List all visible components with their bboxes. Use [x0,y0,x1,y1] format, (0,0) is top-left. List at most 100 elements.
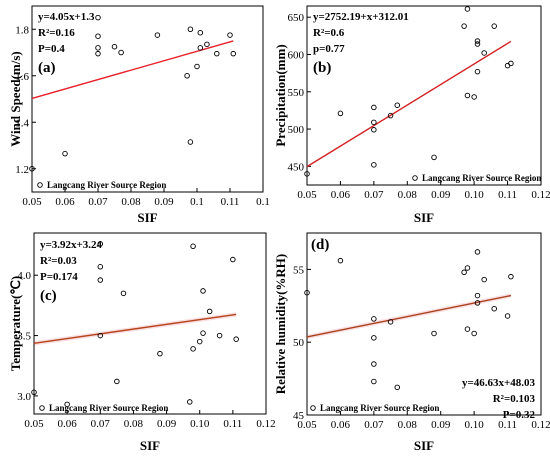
x-tick-label: 0.08 [398,189,418,201]
y-tick-label: 500 [288,124,305,136]
data-point [481,276,487,283]
y-axis-title: Relative humidity(%RH) [273,254,288,394]
panel-label: (c) [40,288,57,304]
x-axis-title: SIF [137,210,157,225]
data-point [471,94,477,100]
data-point [371,162,377,168]
data-point [64,401,70,408]
data-point [95,33,101,39]
p-value-label: p=0.77 [313,43,345,55]
legend-marker [310,405,316,411]
legend-marker [39,405,45,411]
trend-line [31,40,234,100]
data-point [481,50,487,56]
y-tick-label: 1.4 [15,117,29,129]
data-point [474,38,481,44]
trend-line [306,40,512,168]
x-tick-label: 0.12 [256,418,275,430]
y-axis-title: Temperature(℃) [8,276,23,371]
y-tick-label: 600 [288,49,305,61]
data-point [114,378,120,385]
x-tick-label: 0.05 [297,189,317,201]
data-point [464,92,471,99]
data-point [97,264,104,270]
r-squared-label: R²=0.103 [493,393,536,405]
x-tick-label: 0.10 [465,189,485,201]
data-point [190,346,196,352]
x-tick-label: 0.06 [55,196,75,208]
x-tick-label: 0.05 [297,419,317,431]
y-tick-label: 4.0 [17,270,31,282]
r-squared-label: R²=0.16 [38,27,75,39]
data-point [154,32,161,38]
y-tick-label: 550 [288,87,305,99]
x-tick-label: 0.1 [256,196,270,208]
r-squared-label: R²=0.03 [40,255,77,267]
y-axis-title: Precipitation(mm) [273,44,288,146]
data-point [337,257,344,264]
data-point [504,62,511,69]
data-point [431,154,437,161]
data-point [111,43,118,50]
x-axis-title: SIF [414,210,434,225]
regression-equation: y=46.63x+48.03 [462,377,536,389]
x-tick-label: 0.09 [431,419,451,431]
regression-equation: y=4.05x+1.3 [38,11,95,23]
p-value-label: P=0.4 [38,43,65,55]
data-point [187,26,194,33]
data-point [474,68,481,75]
panel-label: (d) [311,237,329,253]
data-point [508,273,514,280]
data-point [227,32,233,38]
x-tick-label: 0.09 [157,418,177,430]
data-point [394,102,401,108]
data-point [464,326,471,332]
chart-panel-c: 0.05 0.06 0.07 0.08 0.09 0.10 0.11 0.12 3.0 3.5 4.… [8,232,276,453]
data-point [304,289,310,296]
r-squared-label: R²=0.6 [313,27,345,39]
data-point [206,308,213,315]
data-point [197,29,204,36]
y-tick-label: 650 [288,12,305,24]
data-point [394,384,401,391]
legend-label: Langcang River Source Region [422,173,541,183]
data-point [187,399,193,405]
y-tick-label: 3.5 [17,331,31,343]
x-tick-label: 0.05 [22,196,42,208]
data-point [491,23,497,29]
data-point [120,290,127,297]
x-tick-label: 0.07 [364,189,384,201]
x-tick-label: 0.06 [331,419,351,431]
data-point [371,378,377,385]
data-point [387,112,394,119]
regression-equation: y=3.92x+3.24 [40,239,103,251]
trend-line [33,313,237,344]
y-tick-label: 1.6 [15,71,29,83]
y-tick-label: 45 [293,410,305,422]
data-point [464,265,471,271]
x-tick-label: 0.07 [88,196,108,208]
data-point [371,104,377,111]
x-tick-label: 0.11 [498,189,517,201]
x-tick-label: 0.06 [58,418,78,430]
x-tick-label: 0.07 [364,419,384,431]
x-tick-label: 0.1 [190,196,204,208]
legend-label: Langcang River Source Region [49,403,168,413]
x-tick-label: 0.12 [531,189,550,201]
data-point [461,269,467,276]
data-point [504,313,511,319]
p-value-label: P=0.32 [503,409,536,421]
y-axis-title: Wind Speed(m/s) [8,51,23,146]
x-tick-label: 0.09 [431,189,451,201]
data-point [95,50,101,57]
data-point [200,288,206,294]
x-tick-label: 0.09 [154,196,174,208]
data-point [471,330,477,337]
x-axis-title: SIF [414,438,434,453]
data-point [95,45,101,51]
data-point [371,361,377,367]
y-tick-label: 3.0 [17,391,31,403]
x-tick-label: 0.10 [190,418,210,430]
x-tick-label: 0.08 [121,196,141,208]
